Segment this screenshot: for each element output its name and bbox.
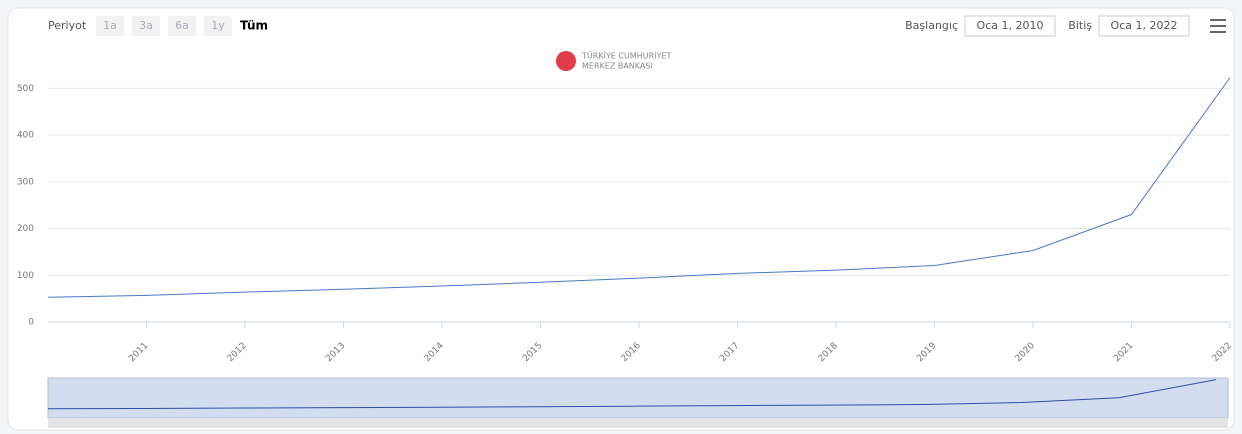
line-series	[47, 77, 1231, 298]
start-date[interactable]: Oca 1, 2010	[977, 19, 1044, 32]
card	[7, 7, 1235, 431]
period-label: Periyot	[48, 19, 87, 32]
end-input[interactable]	[1098, 15, 1190, 37]
y-tick-label: 100	[17, 271, 34, 281]
scrollbar[interactable]	[48, 418, 1228, 428]
logo-icon	[556, 51, 576, 71]
end-date[interactable]: Oca 1, 2022	[1111, 19, 1178, 32]
range-button[interactable]	[240, 16, 268, 36]
start-input[interactable]	[964, 15, 1056, 37]
logo-line1: TÜRKİYE CUMHURİYET	[581, 51, 671, 61]
navigator[interactable]	[47, 377, 1229, 419]
navigator-series	[47, 379, 1217, 410]
y-tick-label: 300	[17, 177, 34, 187]
y-tick-label: 200	[17, 224, 34, 234]
start-label: Başlangıç	[905, 19, 958, 32]
range-button-label[interactable]: 1a	[103, 19, 117, 32]
range-button[interactable]	[132, 16, 160, 36]
end-label: Bitiş	[1068, 19, 1092, 32]
y-tick-label: 0	[28, 318, 34, 328]
range-button[interactable]	[204, 16, 232, 36]
y-tick-label: 400	[17, 131, 34, 141]
range-button[interactable]	[96, 16, 124, 36]
range-button-label[interactable]: 1y	[211, 19, 225, 32]
y-tick-label: 500	[17, 84, 34, 94]
range-button-label[interactable]: Tüm	[240, 19, 268, 33]
logo-line2: MERKEZ BANKASI	[582, 62, 653, 71]
range-button-label[interactable]: 6a	[175, 19, 189, 32]
range-button[interactable]	[168, 16, 196, 36]
menu-button[interactable]	[1210, 19, 1226, 33]
range-button-label[interactable]: 3a	[139, 19, 153, 32]
